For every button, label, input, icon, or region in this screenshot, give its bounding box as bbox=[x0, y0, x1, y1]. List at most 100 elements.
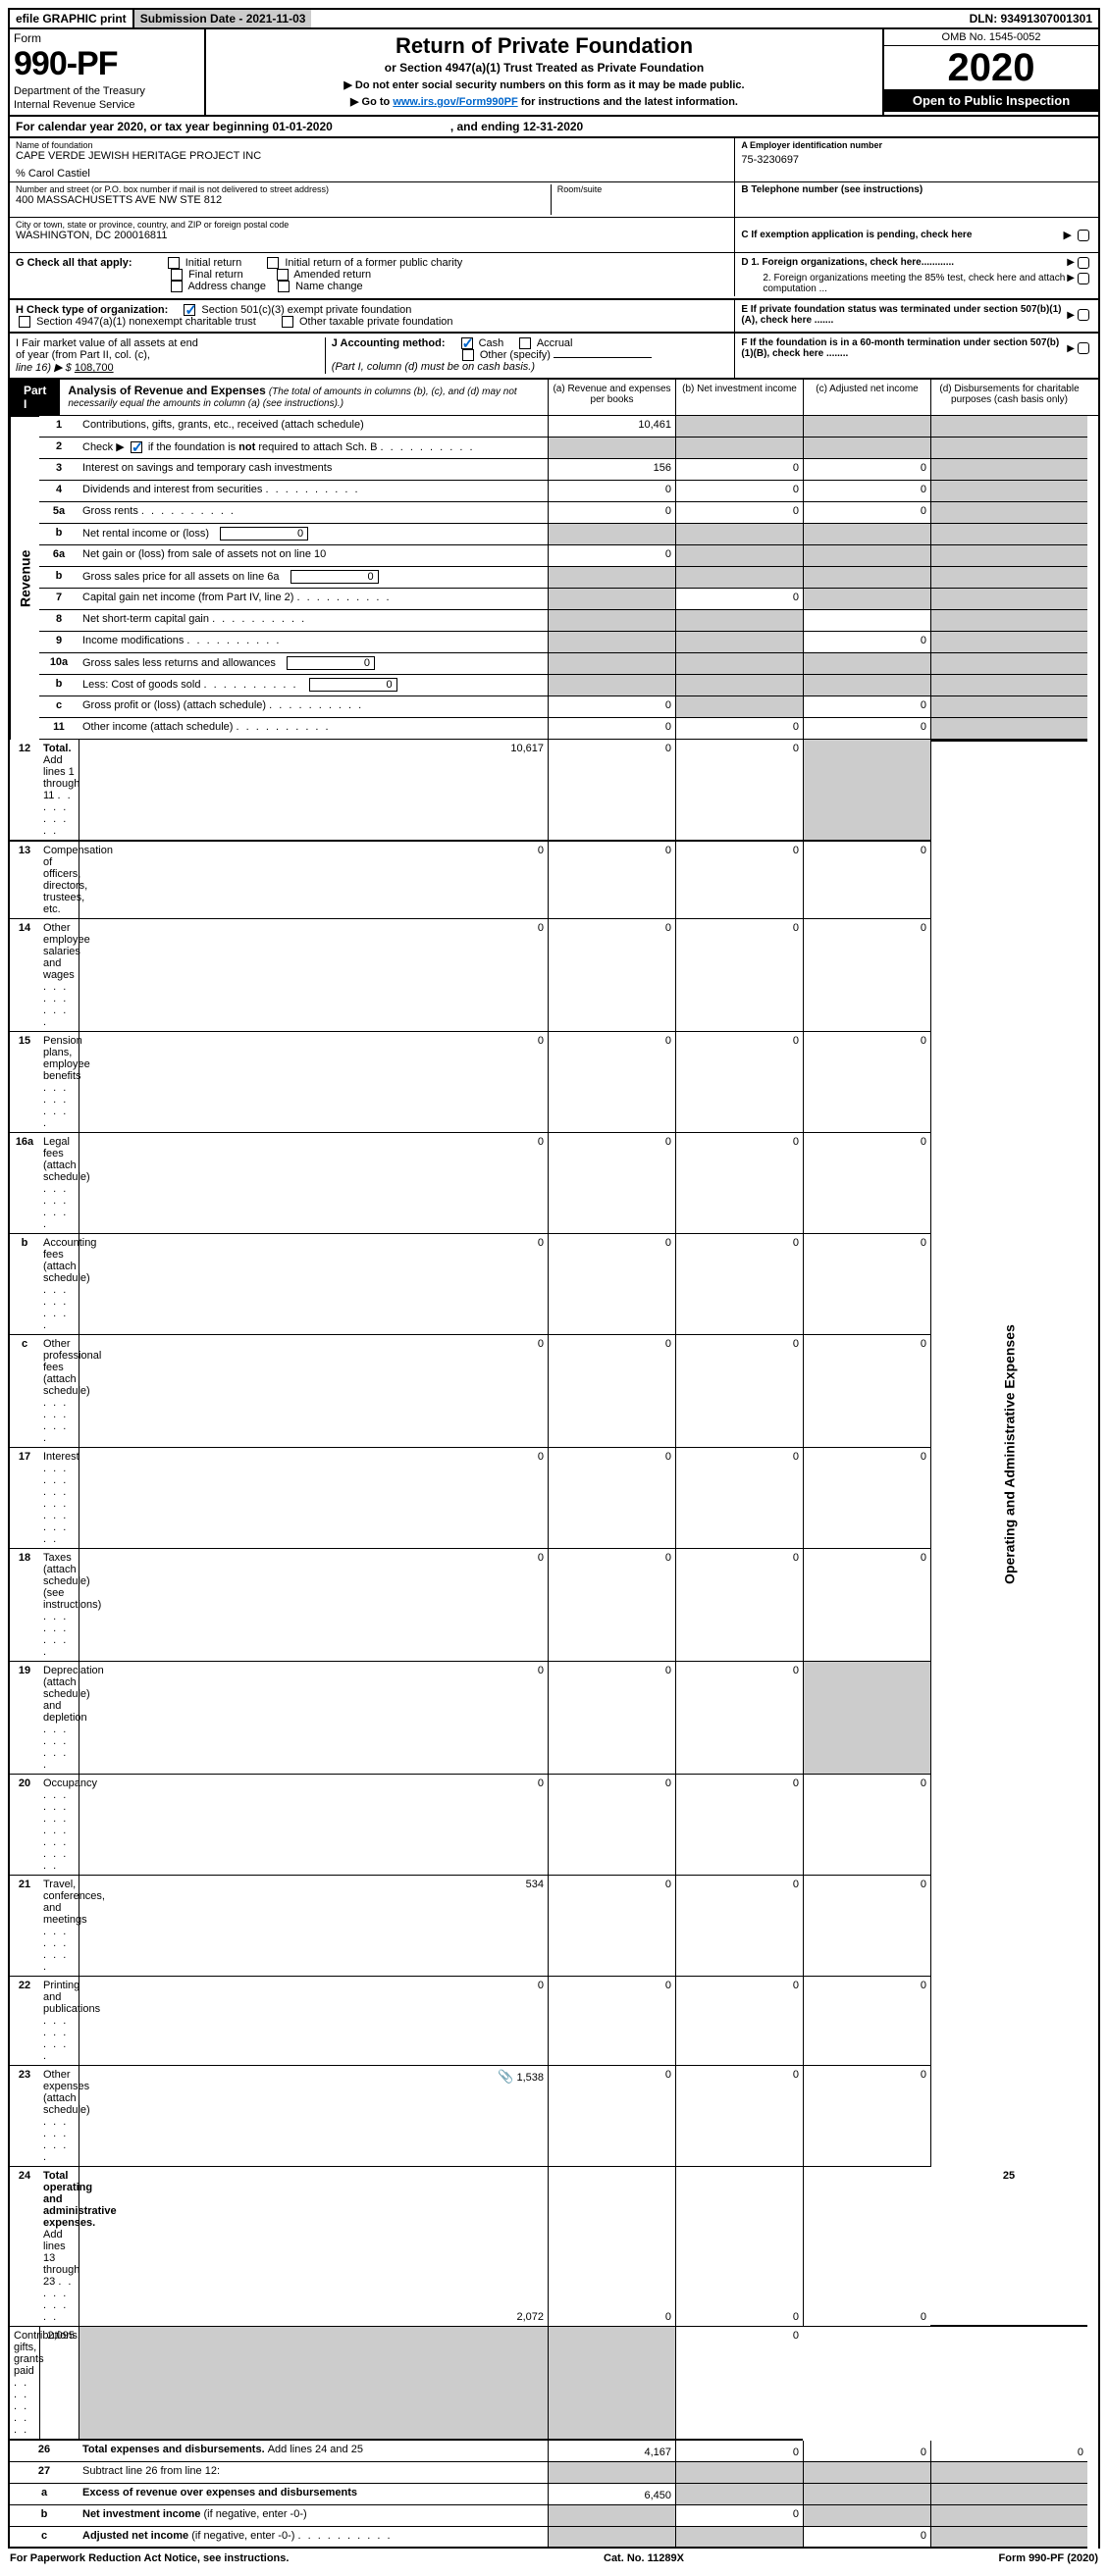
r2-checkbox[interactable] bbox=[131, 441, 142, 453]
r12-c: 0 bbox=[675, 740, 803, 842]
i-j-f-row: I Fair market value of all assets at end… bbox=[8, 334, 1100, 380]
r17-d: 0 bbox=[803, 1448, 930, 1549]
attachment-icon[interactable]: 📎 bbox=[498, 2069, 513, 2084]
top-bar: efile GRAPHIC print Submission Date - 20… bbox=[8, 8, 1100, 29]
r27a-a: 6,450 bbox=[548, 2484, 675, 2505]
j-cb-other[interactable] bbox=[462, 349, 474, 361]
r20-b: 0 bbox=[548, 1775, 675, 1876]
ln-25: 25 bbox=[930, 2167, 1087, 2327]
r5a-d bbox=[930, 502, 1087, 524]
d1-checkbox[interactable] bbox=[1078, 257, 1089, 269]
r13-a: 0 bbox=[79, 842, 548, 919]
r24-b: 0 bbox=[548, 2167, 675, 2327]
r27a-b bbox=[675, 2484, 803, 2505]
i-l1: I Fair market value of all assets at end bbox=[16, 337, 319, 349]
r5a-c: 0 bbox=[803, 502, 930, 524]
f-section: F If the foundation is in a 60-month ter… bbox=[735, 334, 1098, 363]
g-cb-name[interactable] bbox=[278, 281, 290, 292]
d-section: D 1. Foreign organizations, check here..… bbox=[735, 253, 1098, 298]
r6b-c bbox=[803, 567, 930, 589]
ln-12: 12 bbox=[10, 740, 39, 842]
r27b-b: 0 bbox=[675, 2505, 803, 2527]
r6a-d bbox=[930, 545, 1087, 567]
j-cb-cash[interactable] bbox=[461, 337, 473, 349]
dept-treasury: Department of the Treasury bbox=[14, 85, 196, 97]
desc-16b: Accounting fees (attach schedule) bbox=[39, 1234, 79, 1335]
desc-11: Other income (attach schedule) bbox=[79, 718, 548, 740]
care-of: % Carol Castiel bbox=[16, 168, 728, 180]
r6a-a: 0 bbox=[548, 545, 675, 567]
r3-a: 156 bbox=[548, 459, 675, 481]
footer-left: For Paperwork Reduction Act Notice, see … bbox=[10, 2552, 289, 2564]
col-a-header: (a) Revenue and expenses per books bbox=[548, 380, 675, 415]
r6a-c bbox=[803, 545, 930, 567]
h-cb-other[interactable] bbox=[282, 316, 293, 328]
irs-link[interactable]: www.irs.gov/Form990PF bbox=[393, 96, 517, 108]
desc-27c: Adjusted net income (if negative, enter … bbox=[79, 2527, 548, 2549]
r16b-c: 0 bbox=[675, 1234, 803, 1335]
r2-a bbox=[548, 438, 675, 459]
city-cell: City or town, state or province, country… bbox=[10, 218, 735, 253]
r11-c: 0 bbox=[803, 718, 930, 740]
desc-27b: Net investment income (if negative, ente… bbox=[79, 2505, 548, 2527]
ln-9: 9 bbox=[39, 632, 79, 653]
r14-a: 0 bbox=[79, 919, 548, 1032]
c-label: C If exemption application is pending, c… bbox=[741, 230, 972, 240]
r1-a: 10,461 bbox=[548, 416, 675, 438]
ln-1: 1 bbox=[39, 416, 79, 438]
goto-line: ▶ Go to www.irs.gov/Form990PF for instru… bbox=[214, 95, 874, 108]
r23-b: 0 bbox=[548, 2066, 675, 2167]
r14-d: 0 bbox=[803, 919, 930, 1032]
h-cb-4947[interactable] bbox=[19, 316, 30, 328]
goto-post: for instructions and the latest informat… bbox=[521, 96, 738, 108]
r16a-c: 0 bbox=[675, 1133, 803, 1234]
g-cb-final[interactable] bbox=[171, 269, 183, 281]
form-title-block: Return of Private Foundation or Section … bbox=[206, 29, 882, 115]
r10a-a bbox=[548, 653, 675, 675]
h-cb-501c3[interactable] bbox=[184, 304, 195, 316]
g-cb-initial[interactable] bbox=[168, 257, 180, 269]
e-checkbox[interactable] bbox=[1078, 309, 1089, 321]
r14-b: 0 bbox=[548, 919, 675, 1032]
phone-label: B Telephone number (see instructions) bbox=[741, 184, 1092, 195]
j-cb-accrual[interactable] bbox=[519, 337, 531, 349]
r8-c bbox=[803, 610, 930, 632]
r23-c: 0 bbox=[675, 2066, 803, 2167]
r23-a: 📎 1,538 bbox=[79, 2066, 548, 2167]
r27a-c bbox=[803, 2484, 930, 2505]
g-cb-initial-former[interactable] bbox=[267, 257, 279, 269]
r10b-d bbox=[930, 675, 1087, 696]
desc-19: Depreciation (attach schedule) and deple… bbox=[39, 1662, 79, 1775]
desc-5b: Net rental income or (loss) 0 bbox=[79, 524, 548, 545]
desc-20: Occupancy bbox=[39, 1775, 79, 1876]
desc-17: Interest bbox=[39, 1448, 79, 1549]
r17-a: 0 bbox=[79, 1448, 548, 1549]
r2-d bbox=[930, 438, 1087, 459]
g-cb-addr[interactable] bbox=[171, 281, 183, 292]
r27-d bbox=[930, 2462, 1087, 2484]
g-cb-amended[interactable] bbox=[277, 269, 289, 281]
desc-27: Subtract line 26 from line 12: bbox=[79, 2462, 548, 2484]
j-note: (Part I, column (d) must be on cash basi… bbox=[332, 361, 729, 373]
r10c-b bbox=[675, 696, 803, 718]
r5b-d bbox=[930, 524, 1087, 545]
efile-label: efile GRAPHIC print bbox=[10, 10, 132, 27]
r5b-b bbox=[675, 524, 803, 545]
phone-cell: B Telephone number (see instructions) bbox=[735, 182, 1098, 218]
r21-a: 534 bbox=[79, 1876, 548, 1977]
r6a-b bbox=[675, 545, 803, 567]
i-j-section: I Fair market value of all assets at end… bbox=[10, 334, 735, 378]
c-checkbox[interactable] bbox=[1078, 230, 1089, 241]
r22-a: 0 bbox=[79, 1977, 548, 2066]
ln-19: 19 bbox=[10, 1662, 39, 1775]
f-checkbox[interactable] bbox=[1078, 342, 1089, 354]
d2-checkbox[interactable] bbox=[1078, 273, 1089, 284]
dln: DLN: 93491307001301 bbox=[964, 10, 1098, 27]
j-opt3: Other (specify) bbox=[480, 349, 551, 361]
r27b-d bbox=[930, 2505, 1087, 2527]
ln-6b: b bbox=[39, 567, 79, 589]
r4-a: 0 bbox=[548, 481, 675, 502]
r16c-a: 0 bbox=[79, 1335, 548, 1448]
r9-b bbox=[675, 632, 803, 653]
ln-27c: c bbox=[10, 2527, 79, 2549]
